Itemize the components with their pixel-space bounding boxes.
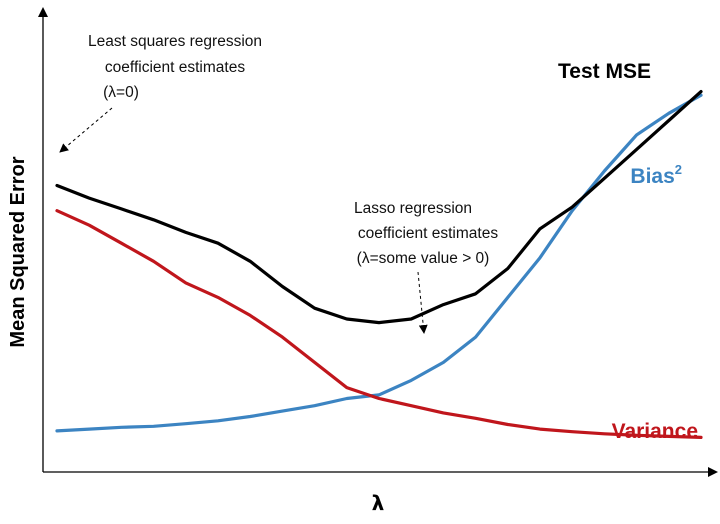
annotation-layer: Least squares regression coefficient est… (59, 33, 498, 334)
annotation-least-squares-arrow (59, 107, 113, 153)
annotation-lasso-arrow (417, 271, 428, 334)
series-label-bias-superscript: 2 (675, 162, 682, 177)
series-label-test-mse: Test MSE (558, 60, 651, 83)
series-line-test-mse (55, 89, 703, 325)
annotation-lasso-line-2: coefficient estimates (358, 225, 498, 242)
annotation-least-squares-line-2: coefficient estimates (105, 59, 245, 76)
annotation-lasso-line-3: (λ=some value > 0) (357, 250, 490, 267)
series-layer (55, 89, 703, 439)
annotation-least-squares: Least squares regression coefficient est… (59, 33, 262, 153)
series-line-bias (55, 93, 703, 433)
y-axis-label: Mean Squared Error (7, 156, 29, 347)
annotation-least-squares-line-3: (λ=0) (103, 84, 139, 101)
series-label-bias-text: Bias (630, 165, 674, 188)
series-label-bias-squared: Bias2 (630, 162, 682, 188)
series-labels: Test MSE Bias2 Variance (558, 60, 698, 443)
annotation-lasso: Lasso regression coefficient estimates (… (354, 200, 498, 334)
series-label-variance: Variance (612, 420, 698, 443)
x-axis-label: λ (372, 491, 385, 515)
series-line-variance (55, 209, 703, 439)
annotation-least-squares-line-1: Least squares regression (88, 33, 262, 50)
annotation-lasso-line-1: Lasso regression (354, 200, 472, 217)
